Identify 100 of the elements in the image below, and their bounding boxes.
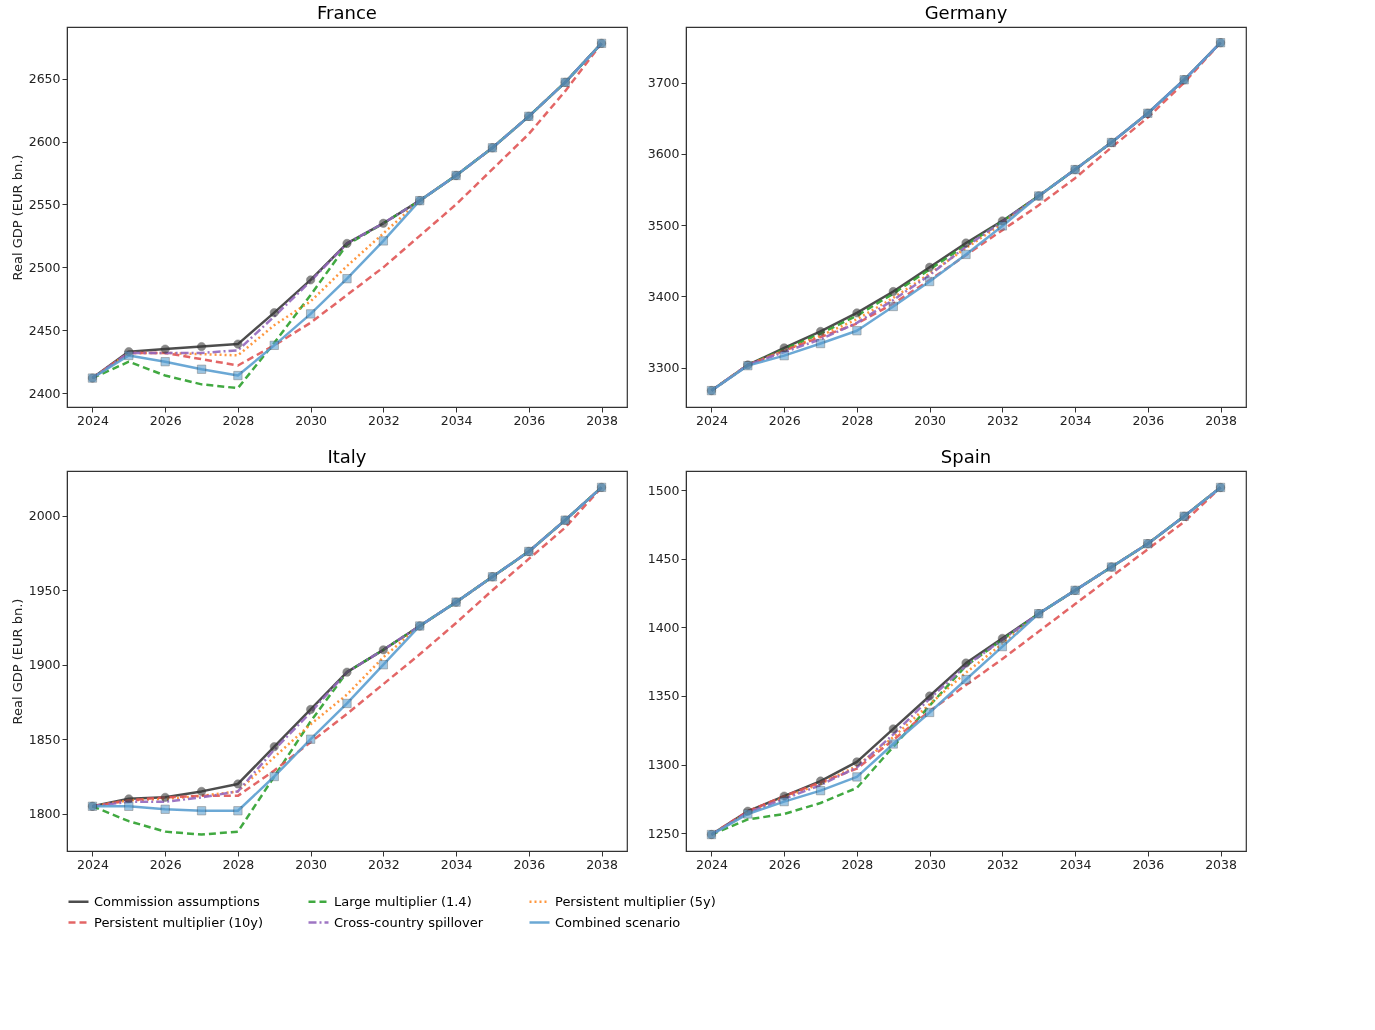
point xyxy=(306,309,316,319)
point xyxy=(816,776,825,786)
legend-label: Large multiplier (1.4) xyxy=(334,893,472,909)
point xyxy=(961,238,971,248)
point xyxy=(852,757,862,767)
point xyxy=(925,691,935,701)
y-tick-label: 2600 xyxy=(28,134,61,149)
y-tick-label: 1800 xyxy=(28,806,61,822)
point xyxy=(306,705,316,714)
point xyxy=(160,357,170,367)
x-tick-label: 2030 xyxy=(295,412,328,428)
point xyxy=(160,804,170,814)
point xyxy=(925,262,935,272)
point xyxy=(378,660,388,670)
y-tick-label: 1350 xyxy=(647,688,680,704)
y-tick-label: 1450 xyxy=(647,551,680,567)
x-tick-label: 2026 xyxy=(149,856,182,872)
x-tick-label: 2034 xyxy=(440,412,473,428)
x-tick-label: 2038 xyxy=(586,412,618,428)
x-tick-label: 2036 xyxy=(513,856,546,872)
point xyxy=(269,308,279,318)
y-tick-label: 1500 xyxy=(647,482,680,498)
x-tick-label: 2028 xyxy=(222,856,255,872)
legend-label: Persistent multiplier (10y) xyxy=(94,914,263,930)
point xyxy=(852,772,862,782)
point xyxy=(306,275,316,285)
x-tick-label: 2028 xyxy=(841,856,874,872)
y-tick-label: 1400 xyxy=(647,619,680,635)
point xyxy=(997,642,1007,652)
point xyxy=(233,806,243,816)
point xyxy=(306,734,316,744)
legend-label: Commission assumptions xyxy=(94,893,261,909)
point xyxy=(233,779,243,789)
point xyxy=(233,371,243,380)
y-tick-label: 2000 xyxy=(28,508,61,524)
x-tick-label: 2032 xyxy=(986,412,1019,428)
y-tick-label: 3600 xyxy=(647,146,680,162)
point xyxy=(925,277,935,286)
point xyxy=(160,792,170,802)
point xyxy=(888,724,898,734)
point xyxy=(160,344,170,354)
point xyxy=(961,675,971,684)
y-axis-title: Real GDP (EUR bn.) xyxy=(9,598,25,725)
point xyxy=(342,274,352,284)
x-tick-label: 2038 xyxy=(586,856,618,872)
chart-title: Italy xyxy=(327,446,367,467)
point xyxy=(816,339,825,348)
point xyxy=(925,708,935,717)
point xyxy=(816,786,825,796)
x-tick-label: 2036 xyxy=(513,412,546,428)
x-tick-label: 2034 xyxy=(1059,856,1092,872)
point xyxy=(961,250,971,259)
point xyxy=(269,340,279,350)
legend-label: Cross-country spillover xyxy=(334,914,484,930)
point xyxy=(961,658,971,668)
y-tick-label: 3700 xyxy=(647,75,680,91)
y-tick-label: 2650 xyxy=(28,71,61,87)
x-tick-label: 2034 xyxy=(440,856,473,872)
point xyxy=(197,786,206,796)
y-tick-label: 3400 xyxy=(647,288,680,304)
x-tick-label: 2036 xyxy=(1132,412,1165,428)
chart-title: France xyxy=(317,2,377,23)
x-tick-label: 2026 xyxy=(768,856,801,872)
x-tick-label: 2024 xyxy=(77,856,109,872)
chart-title: Germany xyxy=(924,2,1008,23)
point xyxy=(269,772,279,781)
legend-label: Persistent multiplier (5y) xyxy=(555,893,716,909)
point xyxy=(269,742,279,752)
x-tick-label: 2030 xyxy=(914,856,947,872)
point xyxy=(997,221,1007,231)
y-tick-label: 1250 xyxy=(647,825,680,841)
chart-title: Spain xyxy=(940,446,992,467)
point xyxy=(197,364,206,374)
point xyxy=(378,236,388,246)
y-tick-label: 1850 xyxy=(28,731,61,747)
x-tick-label: 2032 xyxy=(986,856,1019,872)
x-tick-label: 2026 xyxy=(768,412,801,428)
point xyxy=(888,287,898,296)
y-tick-label: 2550 xyxy=(28,196,61,212)
x-tick-label: 2024 xyxy=(77,412,109,428)
y-tick-label: 2450 xyxy=(28,322,61,338)
point xyxy=(779,797,789,807)
point xyxy=(378,218,388,228)
point xyxy=(997,633,1007,643)
x-tick-label: 2026 xyxy=(149,412,182,428)
y-tick-label: 1950 xyxy=(28,582,61,598)
x-tick-label: 2038 xyxy=(1205,856,1237,872)
point xyxy=(888,302,898,311)
x-tick-label: 2032 xyxy=(367,856,400,872)
y-axis-title: Real GDP (EUR bn.) xyxy=(9,154,25,281)
point xyxy=(197,806,206,816)
point xyxy=(124,794,134,804)
point xyxy=(816,327,825,336)
point xyxy=(852,308,862,318)
x-tick-label: 2024 xyxy=(696,412,728,428)
point xyxy=(779,351,789,361)
x-tick-label: 2030 xyxy=(295,856,328,872)
x-tick-label: 2032 xyxy=(367,412,400,428)
y-tick-label: 2500 xyxy=(28,259,61,275)
point xyxy=(888,739,898,749)
